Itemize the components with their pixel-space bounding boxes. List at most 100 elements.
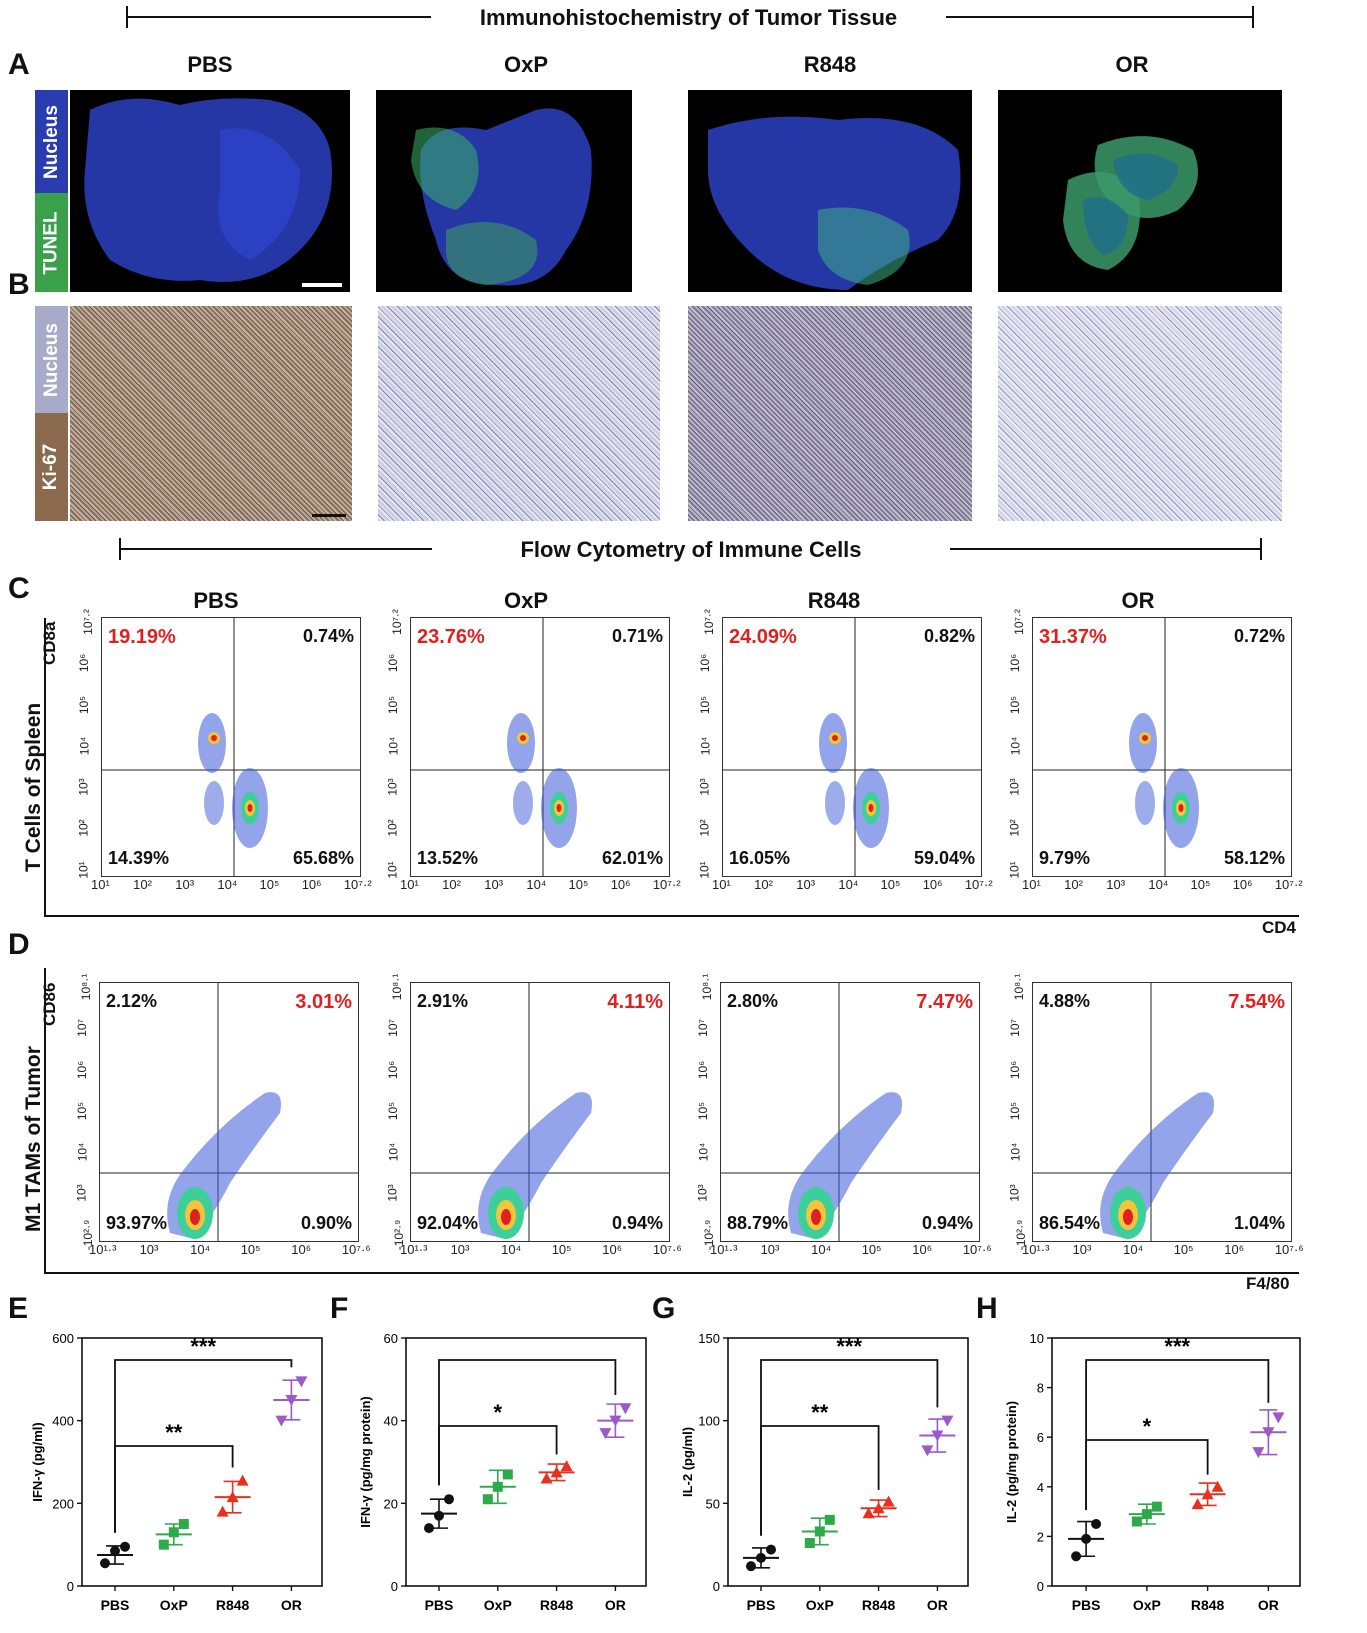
y-tick: 10³	[697, 778, 712, 796]
y-tick: 10⁶	[75, 1060, 90, 1079]
quadrant-ll-value: 88.79%	[727, 1213, 789, 1233]
axis-label-cd8a: CD8a	[40, 621, 59, 665]
quadrant-ll-value: 93.97%	[106, 1213, 168, 1233]
data-point	[756, 1552, 766, 1563]
tunel-image-pbs	[70, 90, 350, 292]
y-tick-label: 60	[384, 1331, 398, 1346]
group-title-pbs: PBS	[187, 52, 233, 77]
significance-label: **	[811, 1400, 829, 1425]
flow-plot-pbs: 19.19% 0.74% 14.39% 65.68%	[101, 617, 361, 877]
x-tick: 10⁴	[190, 1242, 211, 1257]
data-point	[1131, 1516, 1142, 1527]
significance-bracket	[1085, 1439, 1209, 1510]
quadrant-ul-value: 4.88%	[1039, 991, 1091, 1011]
y-tick: 10⁶	[386, 1060, 401, 1079]
x-tick: 10¹	[400, 877, 419, 892]
y-tick: 10⁷	[385, 1019, 400, 1038]
panel-letter-g: G	[652, 1292, 676, 1325]
data-point	[502, 1469, 513, 1480]
quadrant-lr-value: 1.04%	[1233, 1213, 1285, 1233]
x-tick: 10¹	[712, 877, 731, 892]
data-point	[110, 1545, 120, 1556]
x-tick: 10⁷·²	[652, 877, 681, 892]
x-tick-label: R848	[540, 1597, 574, 1613]
data-point	[178, 1519, 189, 1529]
y-tick-label: 0	[67, 1579, 74, 1594]
stain-label-ki67: Ki-67	[35, 413, 68, 521]
flow-plot-oxp: 2.91% 4.11% 92.04% 0.94%	[410, 982, 670, 1242]
axis-label-cd86: CD86	[40, 982, 59, 1026]
y-tick-label: 400	[52, 1414, 74, 1429]
y-tick: 10⁸·¹	[1012, 973, 1027, 1001]
x-tick: 10⁷·⁶	[1274, 1242, 1304, 1257]
y-tick: 10¹	[697, 861, 712, 879]
x-tick: 10⁴	[526, 877, 547, 892]
quadrant-ur-value: 7.54%	[1228, 991, 1285, 1013]
y-tick: 10³	[385, 778, 400, 796]
y-tick: 10⁴	[696, 1142, 711, 1162]
data-point	[941, 1415, 954, 1427]
x-tick: 10¹·³	[710, 1242, 738, 1257]
significance-label: **	[165, 1420, 183, 1445]
x-tick: 10⁵	[861, 1242, 882, 1257]
x-tick: 10⁵	[568, 877, 589, 892]
y-tick: 10⁶	[77, 654, 92, 673]
significance-bracket	[114, 1445, 234, 1533]
group-title-oxp-c: OxP	[503, 588, 549, 613]
group-title-or-c: OR	[1121, 588, 1155, 613]
x-tick: 10⁶	[912, 1242, 933, 1257]
x-tick: 10⁶	[301, 877, 322, 892]
y-axis-label: IL-2 (pg/ml)	[680, 1427, 695, 1497]
y-tick: 10³	[74, 1184, 89, 1203]
y-tick: 10⁸·¹	[390, 973, 405, 1001]
y-tick: 10⁵	[698, 695, 713, 714]
y-tick-label: 20	[384, 1496, 398, 1511]
y-tick: -10²·⁹	[702, 1219, 717, 1250]
y-tick: 10¹	[385, 861, 400, 879]
significance-label: *	[1143, 1414, 1152, 1439]
x-tick: 10⁴	[1123, 1242, 1144, 1257]
y-tick: 10⁸·¹	[79, 973, 94, 1001]
flow-plot-r848: 2.80% 7.47% 88.79% 0.94%	[720, 982, 980, 1242]
significance-label: ***	[190, 1334, 216, 1359]
y-tick: 10⁸·¹	[700, 973, 715, 1001]
quadrant-ll-value: 16.05%	[729, 848, 791, 868]
y-tick: 10⁴	[1008, 1142, 1023, 1162]
y-tick-label: 0	[391, 1579, 398, 1594]
y-tick: 10³	[1007, 778, 1022, 796]
y-tick: 10⁷·²	[389, 609, 404, 635]
ki67-image-r848	[688, 306, 972, 521]
y-tick-label: 50	[706, 1496, 720, 1511]
y-tick-label: 150	[698, 1331, 720, 1346]
x-tick-label: OxP	[160, 1597, 188, 1613]
x-tick-label: PBS	[1072, 1597, 1101, 1613]
x-tick: 10³	[450, 1242, 470, 1257]
y-tick: 10⁵	[75, 1101, 90, 1120]
y-axis-label: IFN-γ (pg/mg protein)	[358, 1396, 373, 1527]
data-point	[540, 1472, 553, 1484]
quadrant-ll-value: 9.79%	[1039, 848, 1091, 868]
quadrant-ur-value: 3.01%	[295, 991, 352, 1013]
quadrant-ul-value: 2.91%	[417, 991, 469, 1011]
y-tick: 10³	[385, 1184, 400, 1203]
data-point	[275, 1415, 288, 1427]
data-point	[1141, 1509, 1152, 1520]
y-tick: -10²·⁹	[81, 1219, 96, 1250]
data-point	[550, 1466, 563, 1478]
x-tick: 10³	[760, 1242, 780, 1257]
data-point	[804, 1538, 815, 1549]
section-title-ihc: Immunohistochemistry of Tumor Tissue	[479, 5, 898, 30]
x-tick: 10²	[754, 877, 773, 892]
x-tick: 10¹·³	[89, 1242, 117, 1257]
data-point	[424, 1523, 434, 1534]
data-point	[872, 1502, 885, 1514]
x-tick: 10⁷·²	[964, 877, 993, 892]
quadrant-ul-value: 24.09%	[729, 626, 797, 648]
x-tick-label: R848	[862, 1597, 896, 1613]
tunel-image-or	[998, 90, 1282, 292]
y-tick: 10⁶	[386, 654, 401, 673]
x-tick-label: OR	[1258, 1597, 1279, 1613]
x-tick: 10¹	[1022, 877, 1041, 892]
